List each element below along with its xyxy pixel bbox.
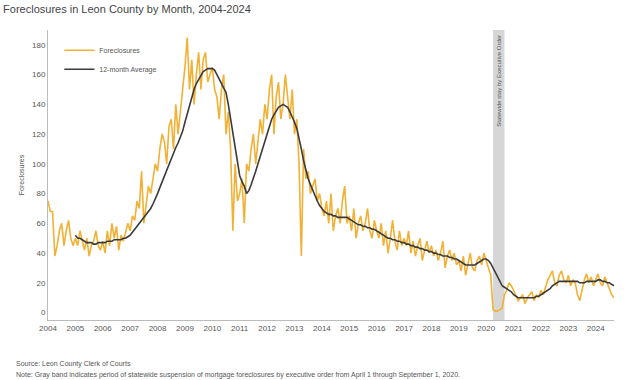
svg-text:140: 140 [32, 100, 46, 109]
svg-text:Note: Gray band indicates peri: Note: Gray band indicates period of stat… [16, 371, 460, 379]
svg-text:2024: 2024 [587, 324, 605, 333]
svg-text:2016: 2016 [368, 324, 386, 333]
svg-text:160: 160 [32, 70, 46, 79]
svg-text:2017: 2017 [395, 324, 413, 333]
svg-text:Foreclosures: Foreclosures [18, 154, 25, 195]
svg-text:2023: 2023 [559, 324, 577, 333]
svg-text:2015: 2015 [340, 324, 358, 333]
svg-text:100: 100 [32, 160, 46, 169]
svg-text:Statewide stay by Executive Or: Statewide stay by Executive Order [496, 35, 502, 127]
svg-text:2018: 2018 [423, 324, 441, 333]
svg-text:2019: 2019 [450, 324, 468, 333]
svg-text:2008: 2008 [149, 324, 167, 333]
svg-text:180: 180 [32, 41, 46, 50]
svg-text:Source: Leon County Clerk of C: Source: Leon County Clerk of Courts [16, 360, 131, 368]
svg-text:2021: 2021 [505, 324, 523, 333]
svg-text:12-month Average: 12-month Average [99, 66, 156, 74]
svg-text:Foreclosures in Leon County by: Foreclosures in Leon County by Month, 20… [3, 3, 251, 15]
svg-text:2004: 2004 [39, 324, 57, 333]
svg-text:2011: 2011 [231, 324, 249, 333]
svg-text:80: 80 [36, 189, 45, 198]
svg-text:120: 120 [32, 130, 46, 139]
svg-text:2022: 2022 [532, 324, 550, 333]
svg-text:40: 40 [36, 249, 45, 258]
svg-text:2009: 2009 [176, 324, 194, 333]
svg-text:2010: 2010 [203, 324, 221, 333]
svg-text:2006: 2006 [94, 324, 112, 333]
svg-text:60: 60 [36, 219, 45, 228]
svg-text:2014: 2014 [313, 324, 331, 333]
svg-text:2007: 2007 [121, 324, 139, 333]
svg-text:20: 20 [36, 279, 45, 288]
svg-text:0: 0 [41, 308, 46, 317]
svg-text:2012: 2012 [258, 324, 276, 333]
svg-text:2020: 2020 [477, 324, 495, 333]
svg-text:2013: 2013 [286, 324, 304, 333]
svg-text:Foreclosures: Foreclosures [99, 47, 140, 54]
svg-text:2005: 2005 [66, 324, 84, 333]
